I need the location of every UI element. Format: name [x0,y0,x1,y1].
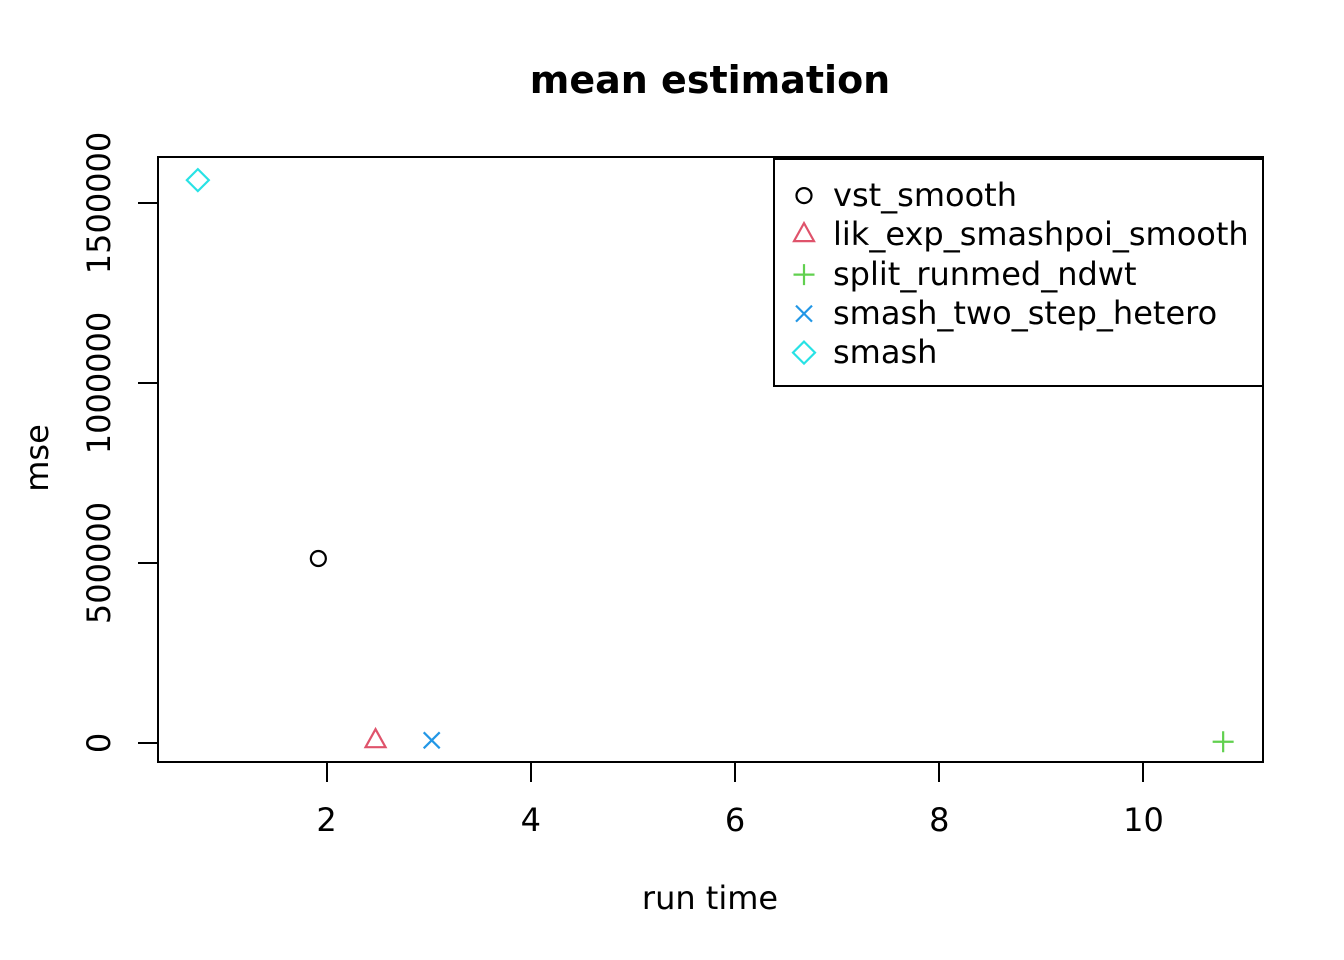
legend: vst_smooth lik_exp_smashpoi_smooth split_r… [773,158,1264,387]
legend-marker-x-icon [775,294,833,333]
plus-marker-icon [793,263,815,285]
y-tick-label: 500000 [80,502,118,625]
legend-marker-diamond-icon [775,333,833,372]
legend-item: smash [775,333,1262,372]
x-axis-title: run time [641,879,779,917]
circle-marker-icon [795,187,813,205]
y-tick [138,562,157,565]
x-tick [529,763,532,782]
legend-item: split_runmed_ndwt [775,255,1262,294]
legend-item-label: split_runmed_ndwt [833,254,1137,293]
y-tick [138,202,157,205]
x-tick [325,763,328,782]
x-tick-label: 2 [316,801,337,839]
x-tick-label: 6 [724,801,746,839]
x-tick-label: 8 [929,801,950,839]
x-tick [734,763,736,782]
legend-marker-triangle-icon [775,215,833,254]
legend-item-label: lik_exp_smashpoi_smooth [833,215,1249,254]
x-marker-icon [795,304,813,323]
legend-item-label: smash [833,333,938,372]
legend-item-label: smash_two_step_hetero [833,293,1218,332]
chart-title: mean estimation [529,58,891,102]
y-tick-label: 1500000 [80,131,118,275]
legend-item: smash_two_step_hetero [775,294,1262,333]
legend-item: lik_exp_smashpoi_smooth [775,215,1262,254]
legend-marker-plus-icon [775,255,833,294]
y-tick-label: 1000000 [80,311,118,455]
triangle-marker-icon [792,221,816,243]
legend-marker-circle-icon [775,176,833,215]
y-axis-title: mse [18,424,56,492]
x-tick [938,763,941,782]
y-tick [138,382,157,385]
diamond-marker-icon [791,340,817,366]
legend-item-label: vst_smooth [833,176,1017,214]
x-tick-label: 10 [1123,801,1164,839]
x-tick-label: 4 [520,801,541,839]
x-tick [1142,763,1145,782]
legend-item: vst_smooth [775,176,1262,215]
y-tick-label: 0 [80,733,118,754]
y-tick [138,742,157,745]
